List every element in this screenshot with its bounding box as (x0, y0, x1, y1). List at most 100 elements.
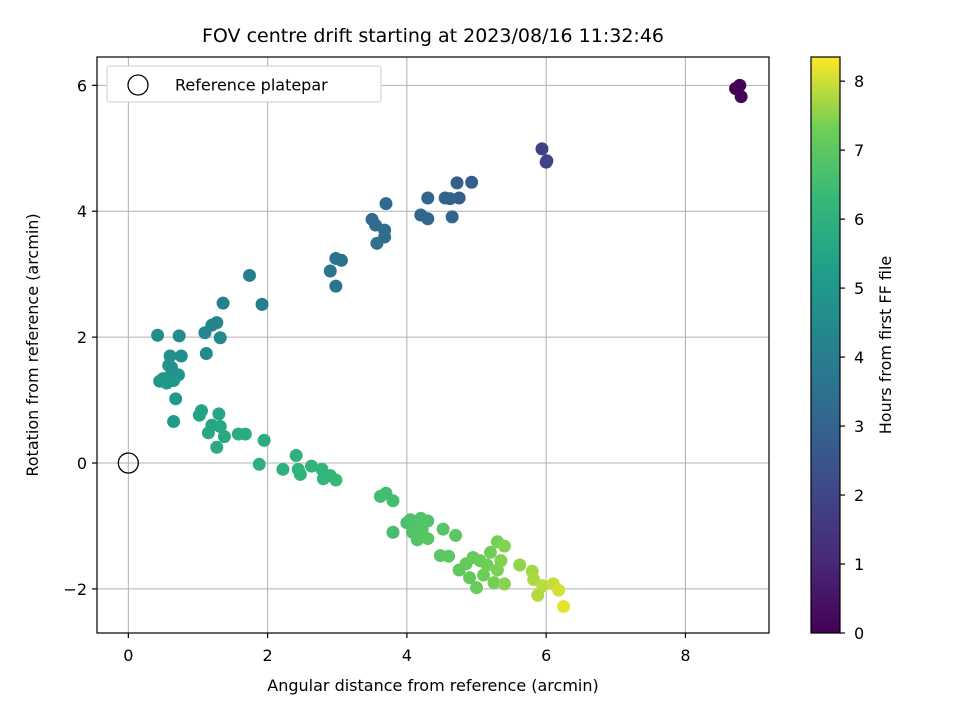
data-point (334, 253, 348, 267)
legend-marker-open-circle (127, 74, 149, 96)
data-point (276, 462, 290, 476)
colorbar-tick-label: 2 (854, 486, 864, 505)
data-point (386, 525, 400, 539)
data-point (329, 473, 343, 487)
data-point (198, 326, 212, 340)
grid-lines (97, 57, 769, 633)
reference-marker-layer (117, 452, 139, 474)
chart-title: FOV centre drift starting at 2023/08/16 … (202, 25, 664, 47)
data-point (289, 448, 303, 462)
data-point (255, 297, 269, 311)
data-point (151, 328, 165, 342)
data-point (386, 494, 400, 508)
data-point (201, 426, 215, 440)
legend-label: Reference platepar (175, 76, 328, 95)
data-point (527, 572, 541, 586)
data-point (172, 329, 186, 343)
data-point (213, 331, 227, 345)
data-point (487, 576, 501, 590)
y-tick-label: 4 (77, 202, 87, 221)
data-point (243, 268, 257, 282)
data-point (167, 374, 181, 388)
reference-platepar-marker (117, 452, 139, 474)
data-point (552, 583, 566, 597)
data-point (463, 571, 477, 585)
data-point (329, 279, 343, 293)
axis-ticks: 0 2 4 6 8 −2 0 2 4 6 (63, 76, 690, 665)
colorbar-tick-label: 4 (854, 348, 864, 367)
x-tick-label: 6 (541, 646, 551, 665)
data-point (442, 549, 456, 563)
colorbar: 0 1 2 3 4 5 6 7 8 Hours from first FF file (810, 56, 895, 643)
x-tick-label: 8 (680, 646, 690, 665)
legend: Reference platepar (106, 65, 382, 103)
x-tick-label: 2 (263, 646, 273, 665)
data-point (480, 558, 494, 572)
colorbar-tick-label: 8 (854, 72, 864, 91)
data-point (238, 427, 252, 441)
data-point (212, 407, 226, 421)
colorbar-ticks: 0 1 2 3 4 5 6 7 8 (840, 72, 864, 643)
colorbar-tick-label: 1 (854, 555, 864, 574)
data-point (199, 346, 213, 360)
data-point (449, 528, 463, 542)
data-point (192, 408, 206, 422)
data-point (421, 532, 435, 546)
data-point (252, 457, 266, 471)
data-point (421, 212, 435, 226)
x-tick-label: 0 (123, 646, 133, 665)
data-point (415, 522, 429, 536)
data-point (169, 392, 183, 406)
legend-box (106, 65, 382, 103)
data-point (174, 349, 188, 363)
data-point (445, 210, 459, 224)
data-point (370, 236, 384, 250)
data-point (217, 430, 231, 444)
data-point (483, 545, 497, 559)
data-point (539, 155, 553, 169)
colorbar-tick-label: 6 (854, 210, 864, 229)
y-tick-label: 6 (77, 76, 87, 95)
data-points (151, 78, 748, 614)
data-point (210, 440, 224, 454)
colorbar-tick-label: 0 (854, 624, 864, 643)
colorbar-frame (810, 56, 841, 634)
data-point (304, 459, 318, 473)
y-axis-label: Rotation from reference (arcmin) (23, 213, 42, 476)
data-point (476, 568, 490, 582)
data-point (733, 78, 747, 92)
data-point (421, 191, 435, 205)
data-point (293, 467, 307, 481)
data-point (734, 90, 748, 104)
x-tick-label: 4 (402, 646, 412, 665)
data-point (323, 264, 337, 278)
data-point (450, 176, 464, 190)
data-point (167, 414, 181, 428)
colorbar-tick-label: 5 (854, 279, 864, 298)
data-point (216, 296, 230, 310)
y-tick-label: 2 (77, 328, 87, 347)
y-tick-label: −2 (63, 580, 87, 599)
colorbar-gradient (811, 57, 840, 633)
data-point (443, 192, 457, 206)
data-point (436, 522, 450, 536)
data-point (465, 175, 479, 189)
y-tick-label: 0 (77, 454, 87, 473)
data-point (497, 577, 511, 591)
data-point (535, 142, 549, 156)
colorbar-tick-label: 3 (854, 417, 864, 436)
data-point (536, 579, 550, 593)
data-point (213, 420, 227, 434)
data-point (470, 581, 484, 595)
data-point (410, 533, 424, 547)
x-axis-label: Angular distance from reference (arcmin) (267, 676, 598, 695)
colorbar-tick-label: 7 (854, 141, 864, 160)
plot-frame (96, 56, 770, 634)
data-point (379, 197, 393, 211)
data-point (513, 558, 527, 572)
data-point (557, 600, 571, 614)
colorbar-label: Hours from first FF file (876, 256, 895, 435)
data-point (497, 539, 511, 553)
data-point (257, 433, 271, 447)
